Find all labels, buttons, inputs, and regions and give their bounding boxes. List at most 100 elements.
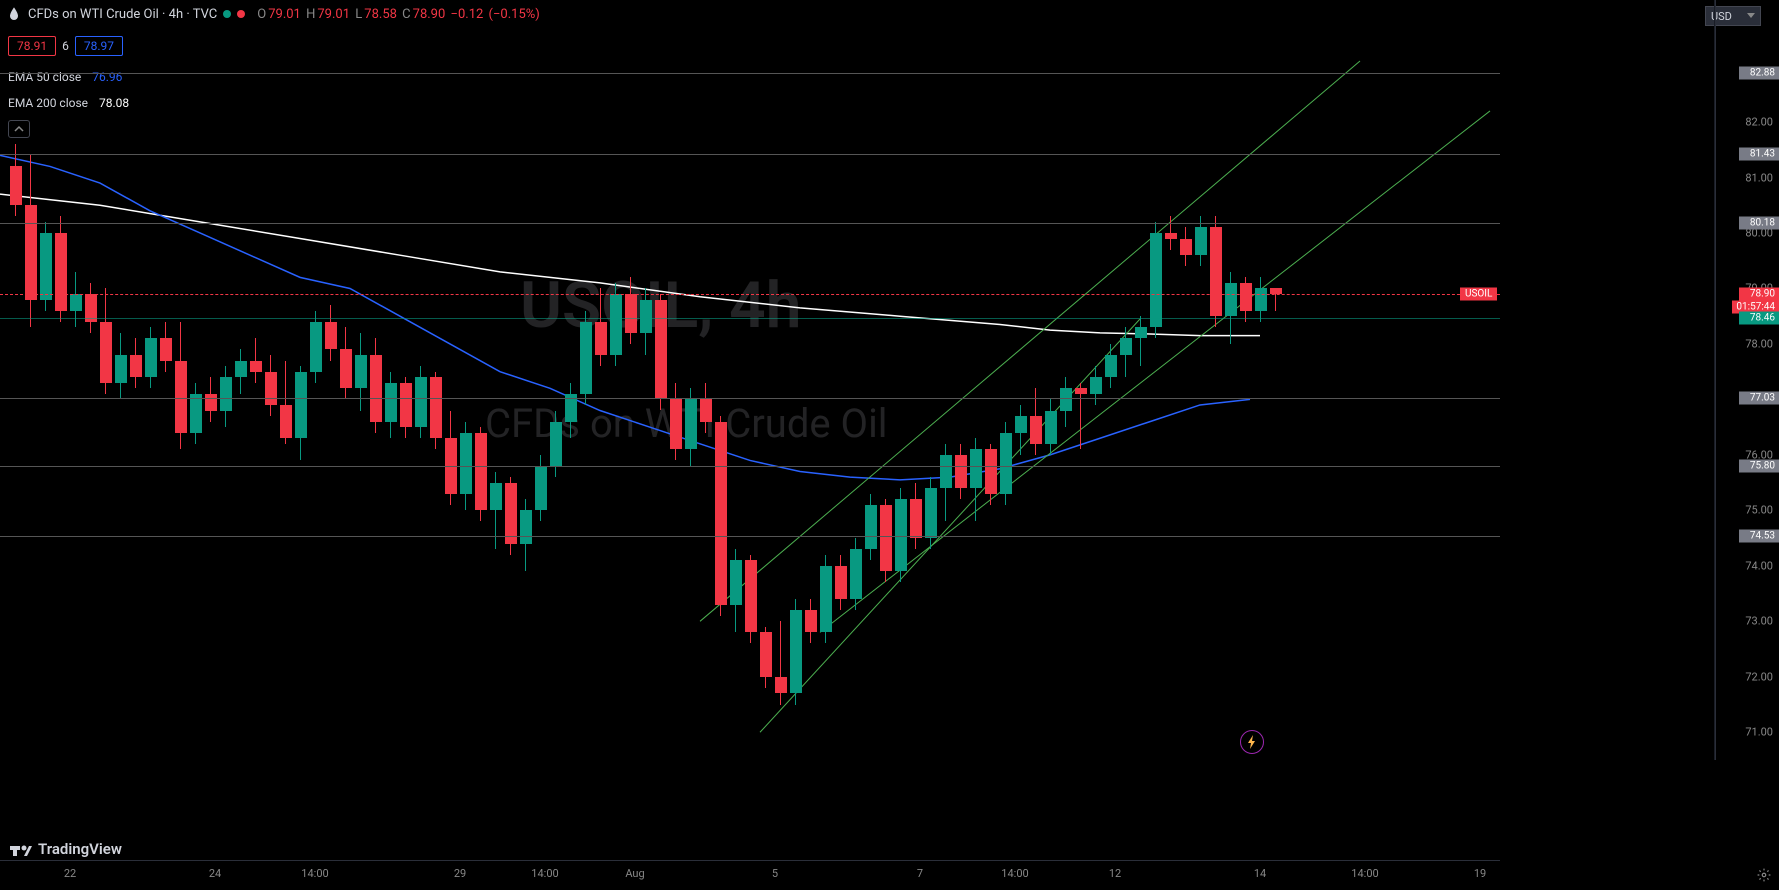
candle-body — [820, 566, 832, 633]
candle-body — [1225, 283, 1237, 316]
y-axis[interactable]: 71.0072.0073.0074.0075.0076.0077.0078.00… — [1715, 0, 1779, 760]
candle-body — [805, 610, 817, 632]
candle-body — [70, 294, 82, 311]
candle-body — [1015, 416, 1027, 433]
lightning-icon[interactable] — [1240, 730, 1264, 754]
settings-icon[interactable] — [1757, 868, 1771, 882]
candle-body — [715, 422, 727, 605]
candle-body — [325, 322, 337, 350]
candle-body — [775, 677, 787, 694]
candle-body — [235, 361, 247, 378]
candle-body — [835, 566, 847, 599]
candle-body — [1120, 338, 1132, 355]
resistance-line[interactable] — [0, 398, 1500, 399]
candle-wick — [1140, 316, 1141, 366]
x-tick: 14:00 — [1351, 867, 1378, 880]
candle-body — [925, 488, 937, 538]
candle-body — [1060, 388, 1072, 410]
y-tick: 82.00 — [1745, 116, 1773, 129]
y-tick: 74.00 — [1745, 559, 1773, 572]
candle-body — [355, 355, 367, 388]
y-tick: 73.00 — [1745, 615, 1773, 628]
candle-body — [595, 322, 607, 355]
resistance-line[interactable] — [0, 73, 1500, 74]
x-tick: 5 — [772, 867, 778, 880]
candle-body — [130, 355, 142, 377]
candle-body — [730, 560, 742, 604]
price-chart[interactable]: USOIL, 4h CFDs on WTI Crude Oil USOIL — [0, 0, 1500, 760]
candle-body — [1210, 227, 1222, 316]
candle-body — [535, 466, 547, 510]
x-tick: 14:00 — [1001, 867, 1028, 880]
candle-body — [760, 632, 772, 676]
candle-body — [1135, 327, 1147, 338]
candle-body — [1105, 355, 1117, 377]
candle-body — [310, 322, 322, 372]
x-tick: 14:00 — [301, 867, 328, 880]
candle-body — [1240, 283, 1252, 311]
tradingview-logo[interactable]: TradingView — [10, 840, 122, 858]
resistance-line[interactable] — [0, 223, 1500, 224]
x-tick: 14:00 — [531, 867, 558, 880]
tradingview-icon — [10, 842, 32, 856]
candle-body — [745, 560, 757, 632]
x-axis[interactable]: 222414:002914:00Aug5714:00121414:0019 — [0, 860, 1500, 890]
current-price-line — [0, 294, 1500, 295]
x-tick: 19 — [1474, 867, 1486, 880]
candle-body — [40, 233, 52, 300]
y-tick: 71.00 — [1745, 726, 1773, 739]
price-level-label: 74.53 — [1739, 530, 1779, 543]
x-tick: 22 — [64, 867, 76, 880]
candle-body — [670, 399, 682, 449]
candle-body — [850, 549, 862, 599]
candle-body — [970, 449, 982, 488]
candle-body — [220, 377, 232, 410]
candle-body — [985, 449, 997, 493]
candle-body — [100, 322, 112, 383]
candle-body — [1195, 227, 1207, 255]
candle-body — [340, 349, 352, 388]
y-tick: 78.00 — [1745, 337, 1773, 350]
candle-body — [625, 294, 637, 333]
x-tick: 29 — [454, 867, 466, 880]
price-level-label: 75.80 — [1739, 459, 1779, 472]
resistance-line[interactable] — [0, 466, 1500, 467]
candle-body — [1030, 416, 1042, 444]
candle-body — [895, 499, 907, 571]
logo-text: TradingView — [38, 840, 122, 858]
y-tick: 72.00 — [1745, 670, 1773, 683]
candle-body — [10, 166, 22, 205]
candle-body — [160, 338, 172, 360]
candle-body — [490, 483, 502, 511]
candle-body — [400, 383, 412, 427]
price-level-label: 77.03 — [1739, 391, 1779, 404]
candle-body — [415, 377, 427, 427]
y-tick: 75.00 — [1745, 504, 1773, 517]
candle-body — [655, 300, 667, 400]
candle-body — [55, 233, 67, 311]
candle-body — [145, 338, 157, 377]
candle-body — [640, 300, 652, 333]
candle-body — [700, 399, 712, 421]
candle-body — [475, 433, 487, 511]
symbol-price-tag: USOIL — [1460, 288, 1497, 301]
candle-body — [880, 505, 892, 572]
candle-body — [1090, 377, 1102, 394]
indicator-price-line — [0, 318, 1500, 319]
resistance-line[interactable] — [0, 154, 1500, 155]
resistance-line[interactable] — [0, 536, 1500, 537]
candle-body — [790, 610, 802, 693]
green-price-label: 78.46 — [1739, 312, 1779, 325]
candle-body — [1045, 411, 1057, 444]
candle-body — [955, 455, 967, 488]
candle-body — [550, 422, 562, 466]
candle-body — [280, 405, 292, 438]
candle-body — [910, 499, 922, 538]
candle-body — [1255, 288, 1267, 310]
candle-body — [265, 372, 277, 405]
candle-body — [1000, 433, 1012, 494]
candle-body — [250, 361, 262, 372]
candle-body — [940, 455, 952, 488]
candle-body — [1180, 239, 1192, 256]
candle-body — [1150, 233, 1162, 327]
